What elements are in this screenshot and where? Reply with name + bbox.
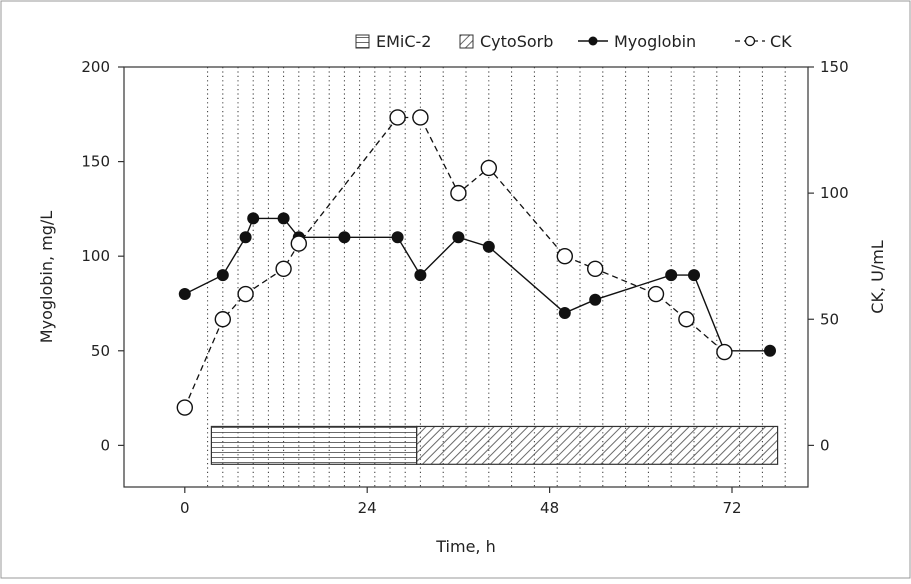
x-tick-label-1: 24: [358, 499, 377, 517]
y-axis-right-title: CK, U/mL: [868, 240, 887, 314]
point-myoglobin-12: [589, 293, 602, 306]
series-line-ck: [184, 116, 725, 408]
point-ck-13: [716, 343, 733, 361]
x-tick-label-0: 0: [180, 499, 190, 517]
point-ck-12: [678, 311, 695, 328]
point-myoglobin-11: [558, 306, 571, 319]
legend-label-ck: CK: [770, 32, 792, 51]
y-right-tick-label-3: 150: [820, 58, 849, 76]
point-ck-0: [176, 399, 194, 416]
point-ck-8: [480, 159, 497, 177]
legend-swatch-cytosorb: [459, 34, 474, 49]
point-ck-5: [389, 109, 406, 126]
y-right-tick-label-0: 0: [820, 436, 830, 454]
series-points: [176, 109, 776, 416]
point-ck-4: [290, 235, 307, 252]
axes: 0 24 48 72 0 50 100 150 200 0 50 100 150: [81, 58, 848, 517]
point-ck-10: [587, 260, 604, 278]
point-myoglobin-1: [216, 269, 229, 282]
point-myoglobin-3: [247, 212, 260, 225]
point-myoglobin-7: [391, 231, 404, 244]
point-ck-11: [647, 285, 665, 303]
y-left-tick-label-3: 150: [81, 153, 110, 171]
legend: EMiC-2 CytoSorb Myoglobin CK: [355, 32, 792, 51]
point-myoglobin-8: [414, 269, 427, 282]
x-tick-label-3: 72: [722, 499, 741, 517]
point-ck-1: [214, 311, 232, 328]
treatment-bar-emic-2: [210, 425, 418, 465]
legend-marker-myoglobin: [588, 36, 598, 46]
y-left-tick-label-1: 50: [91, 342, 110, 360]
y-left-tick-label-4: 200: [81, 58, 110, 76]
y-left-tick-label-2: 100: [81, 247, 110, 265]
point-ck-6: [412, 109, 429, 126]
legend-label-myoglobin: Myoglobin: [614, 32, 696, 51]
treatment-bars: [210, 425, 779, 465]
point-ck-3: [275, 260, 292, 278]
point-myoglobin-6: [338, 231, 351, 244]
series-lines: [184, 116, 770, 408]
y-left-tick-label-0: 0: [100, 436, 110, 454]
treatment-bar-cytosorb: [416, 425, 779, 465]
legend-swatch-emic2: [355, 34, 370, 49]
point-ck-2: [237, 285, 254, 303]
y-right-tick-label-2: 100: [820, 184, 849, 202]
point-myoglobin-0: [178, 288, 191, 301]
point-myoglobin-14: [688, 269, 700, 282]
point-myoglobin-4: [277, 212, 290, 225]
point-ck-7: [450, 184, 467, 202]
legend-label-emic2: EMiC-2: [376, 32, 431, 51]
y-axis-left-title: Myoglobin, mg/L: [37, 211, 56, 344]
x-tick-label-2: 48: [540, 499, 559, 517]
point-myoglobin-2: [239, 231, 252, 244]
x-axis-title: Time, h: [435, 537, 495, 556]
point-myoglobin-16: [764, 344, 776, 357]
point-myoglobin-13: [665, 269, 678, 282]
y-right-tick-label-1: 50: [820, 310, 839, 328]
point-myoglobin-9: [452, 231, 465, 244]
point-ck-9: [556, 247, 573, 265]
legend-label-cytosorb: CytoSorb: [480, 32, 553, 51]
point-myoglobin-10: [482, 240, 495, 253]
legend-marker-ck: [744, 35, 756, 47]
series-line-myoglobin: [184, 217, 770, 352]
